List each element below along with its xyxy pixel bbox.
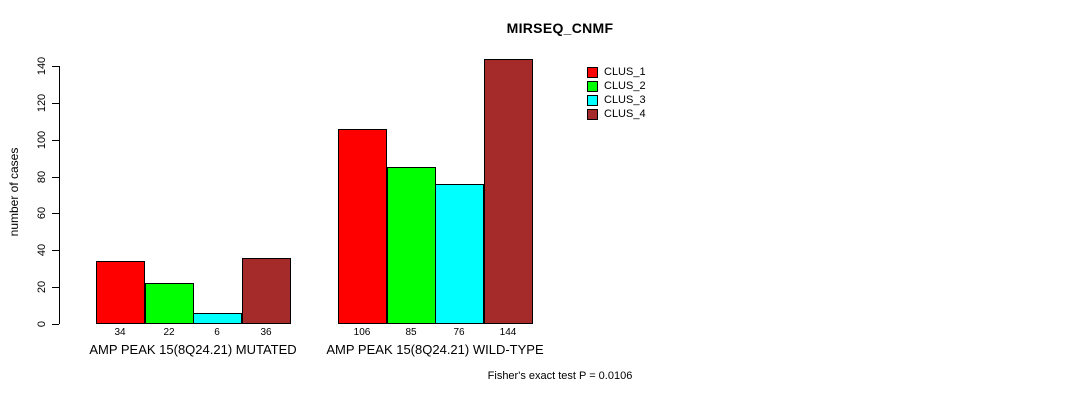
bar-value-label: 36 <box>260 327 272 338</box>
legend-row-clus_2: CLUS_2 <box>587 79 646 93</box>
y-axis-line <box>59 66 60 324</box>
y-tick-label: 100 <box>36 130 48 150</box>
bar-clus_3-group2 <box>435 184 484 324</box>
y-tick-mark <box>52 66 59 67</box>
y-tick-mark <box>52 103 59 104</box>
bar-value-label: 34 <box>114 327 126 338</box>
group-label-2: AMP PEAK 15(8Q24.21) WILD-TYPE <box>326 342 544 357</box>
legend-row-clus_4: CLUS_4 <box>587 107 646 121</box>
legend-label: CLUS_2 <box>604 80 646 92</box>
y-tick-label: 80 <box>36 170 48 184</box>
legend-row-clus_1: CLUS_1 <box>587 65 646 79</box>
y-tick-label: 0 <box>36 320 48 328</box>
y-axis-label: number of cases <box>7 147 21 237</box>
chart-title: MIRSEQ_CNMF <box>506 20 614 36</box>
bar-clus_4-group1 <box>242 258 291 324</box>
y-tick-label: 120 <box>36 93 48 113</box>
bar-clus_2-group1 <box>145 283 194 324</box>
y-tick-mark <box>52 324 59 325</box>
y-tick-label: 20 <box>36 280 48 294</box>
legend-row-clus_3: CLUS_3 <box>587 93 646 107</box>
legend-swatch-icon <box>587 108 598 120</box>
legend-swatch-icon <box>587 94 598 106</box>
bar-value-label: 6 <box>214 327 220 338</box>
y-tick-label: 60 <box>36 206 48 220</box>
bar-clus_2-group2 <box>387 167 436 324</box>
legend-swatch-icon <box>587 66 598 78</box>
y-tick-mark <box>52 250 59 251</box>
bar-value-label: 22 <box>163 327 175 338</box>
bar-value-label: 85 <box>405 327 417 338</box>
bar-clus_1-group2 <box>338 129 387 324</box>
legend-label: CLUS_4 <box>604 108 646 120</box>
bar-value-label: 106 <box>353 327 371 338</box>
legend-label: CLUS_3 <box>604 94 646 106</box>
bar-clus_4-group2 <box>484 59 533 324</box>
legend-label: CLUS_1 <box>604 66 646 78</box>
y-tick-label: 40 <box>36 243 48 257</box>
y-tick-label: 140 <box>36 56 48 76</box>
bar-clus_1-group1 <box>96 261 145 324</box>
legend-swatch-icon <box>587 80 598 92</box>
bar-clus_3-group1 <box>193 313 242 324</box>
group-label-1: AMP PEAK 15(8Q24.21) MUTATED <box>89 342 297 357</box>
stats-annotation: Fisher's exact test P = 0.0106 <box>487 370 633 382</box>
y-tick-mark <box>52 287 59 288</box>
y-tick-mark <box>52 177 59 178</box>
y-tick-mark <box>52 140 59 141</box>
bar-value-label: 76 <box>453 327 465 338</box>
legend: CLUS_1 CLUS_2 CLUS_3 CLUS_4 <box>587 65 646 121</box>
y-tick-mark <box>52 213 59 214</box>
bar-value-label: 144 <box>499 327 517 338</box>
